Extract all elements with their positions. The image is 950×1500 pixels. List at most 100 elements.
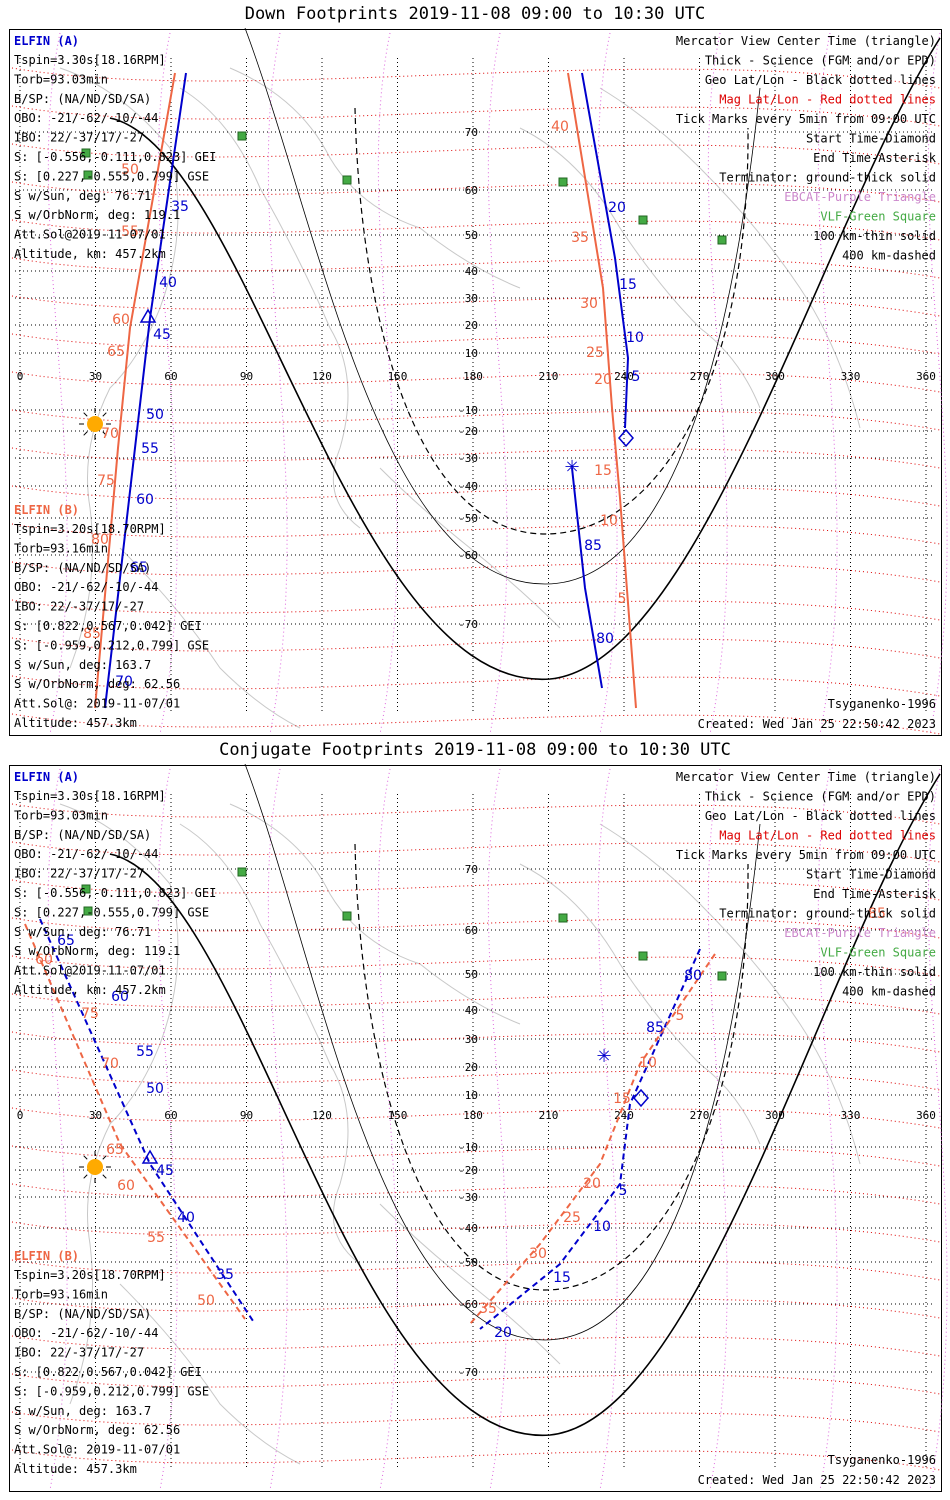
lat-tick-label: 30: [465, 1033, 478, 1046]
coastline-1: [179, 823, 361, 1265]
lat-tick-label: -30: [458, 452, 478, 465]
lon-tick-label: 30: [89, 1109, 102, 1122]
legend-line: Thick - Science (FGM and/or EPD): [705, 790, 936, 804]
coastline-5: [379, 467, 561, 629]
lat-tick-label: 20: [465, 319, 478, 332]
mag-parallel: [11, 803, 941, 825]
lat-tick-label: -60: [458, 549, 478, 562]
elfin-a-tick-mark-label: 70: [115, 674, 133, 690]
lat-tick-label: -50: [458, 1256, 478, 1269]
terminator-ground-line: [109, 37, 941, 680]
lon-tick-label: 300: [765, 370, 785, 383]
elfin-b-header: ELFIN (B): [14, 1249, 79, 1263]
vlf-green-square: [717, 235, 727, 245]
elfin-a-track-west: [104, 72, 187, 709]
elfin-a-info-line: S w/OrbNorm, deg: 119.1: [14, 944, 180, 958]
coastline-6: [119, 547, 301, 729]
elfin-b-info-line: OBO: -21/-62/-10/-44: [14, 1326, 159, 1340]
elfin-a-info-line: Tspin=3.30s[18.16RPM]: [14, 53, 166, 67]
elfin-b-tick-mark-label: 55: [121, 224, 139, 240]
elfin-a-track-south: [571, 467, 603, 689]
lat-tick-label: 20: [465, 1061, 478, 1074]
sun-ray: [83, 431, 88, 436]
sun-ray: [102, 1155, 107, 1160]
lat-tick-label: -20: [458, 425, 478, 438]
terminator-100km-line: [244, 28, 761, 585]
legend-line: Mag Lat/Lon - Red dotted lines: [719, 829, 936, 843]
vlf-green-square: [717, 971, 727, 981]
elfin-a-info-line: Att.Sol@2019-11-07/01: [14, 964, 166, 978]
legend-line: Mercator View Center Time (triangle): [676, 34, 936, 48]
lon-tick-label: 360: [916, 370, 936, 383]
sun-ray: [83, 1174, 88, 1179]
sun-ray: [102, 431, 107, 436]
elfin-a-info-line: S: [-0.556,-0.111,0.823] GEI: [14, 886, 216, 900]
elfin-b-tick-mark-label: 25: [586, 345, 604, 361]
elfin-a-track-east: [581, 72, 630, 429]
map-frame: [9, 765, 942, 1492]
elfin-b-info-line: OBO: -21/-62/-10/-44: [14, 580, 159, 594]
lon-tick-label: 0: [17, 1109, 24, 1122]
elfin-b-tick-mark-label: 60: [35, 952, 53, 968]
legend-line: VLF-Green Square: [820, 946, 936, 960]
elfin-b-info-line: S: [0.822,0.567,0.042] GEI: [14, 619, 202, 633]
elfin-a-info-line: S w/OrbNorm, deg: 119.1: [14, 208, 180, 222]
ebcat-meridian: [377, 32, 398, 735]
mag-parallel: [11, 1221, 941, 1243]
legend-line: Terminator: ground-thick solid: [719, 907, 936, 921]
ebcat-meridian: [817, 32, 838, 735]
legend-line: 100 km-thin solid: [813, 229, 936, 243]
vlf-green-square: [83, 906, 93, 916]
elfin-a-tick-mark-label: 10: [593, 1219, 611, 1235]
elfin-b-track-east: [567, 72, 637, 709]
elfin-b-info-line: S: [0.822,0.567,0.042] GEI: [14, 1365, 202, 1379]
elfin-a-info-line: B/SP: (NA/ND/SD/SA): [14, 828, 151, 842]
elfin-b-info-line: S w/OrbNorm, deg: 62.56: [14, 1423, 180, 1437]
legend-line: Geo Lat/Lon - Black dotted lines: [705, 809, 936, 823]
lat-tick-label: 40: [465, 1004, 478, 1017]
panel-1-title: Down Footprints 2019-11-08 09:00 to 10:3…: [244, 4, 706, 24]
lat-tick-label: -60: [458, 1298, 478, 1311]
lat-tick-label: -70: [458, 1366, 478, 1379]
elfin-b-tick-mark-label: 5: [618, 591, 627, 607]
elfin-a-conjugate-east: [479, 948, 701, 1330]
elfin-b-info-line: Att.Sol@: 2019-11-07/01: [14, 1443, 180, 1457]
lat-tick-label: 30: [465, 292, 478, 305]
legend-line: Start Time-Diamond: [806, 868, 936, 882]
start-time-diamond: [633, 1088, 649, 1108]
legend-line: End Time-Asterisk: [813, 887, 937, 901]
elfin-b-tick-mark-label: 25: [563, 1210, 581, 1226]
elfin-a-info-line: Tspin=3.30s[18.16RPM]: [14, 789, 166, 803]
lat-tick-label: 40: [465, 265, 478, 278]
mag-parallel: [11, 1259, 941, 1281]
mag-parallel: [11, 1373, 941, 1395]
legend-line: Tick Marks every 5min from 09:00 UTC: [676, 848, 936, 862]
legend-line: 100 km-thin solid: [813, 965, 936, 979]
mag-parallel: [11, 637, 941, 659]
elfin-a-info-line: IBO: 22/-37/17/-27: [14, 131, 144, 145]
elfin-a-info-line: S: [0.227,-0.555,0.799] GSE: [14, 905, 209, 919]
elfin-b-info-line: S w/Sun, deg: 163.7: [14, 1404, 151, 1418]
vlf-green-square: [237, 867, 247, 877]
elfin-b-tick-mark-label: 70: [101, 426, 119, 442]
elfin-b-info-line: Torb=93.16min: [14, 541, 108, 555]
elfin-a-info-line: OBO: -21/-62/-10/-44: [14, 111, 159, 125]
elfin-a-info-line: S: [0.227,-0.555,0.799] GSE: [14, 169, 209, 183]
elfin-a-info-line: S: [-0.556,-0.111,0.823] GEI: [14, 150, 216, 164]
legend-line: Mercator View Center Time (triangle): [676, 770, 936, 784]
elfin-b-conjugate-west: [24, 923, 246, 1320]
lon-tick-label: 180: [463, 370, 483, 383]
elfin-b-info-line: B/SP: (NA/ND/SD/SA): [14, 561, 151, 575]
sun-ray: [102, 412, 107, 417]
vlf-green-square: [81, 884, 91, 894]
sun-ray: [102, 1174, 107, 1179]
vlf-green-square: [558, 913, 568, 923]
coastline-3: [519, 863, 761, 1145]
mag-parallel: [11, 523, 941, 545]
mag-parallel: [11, 1449, 941, 1471]
lon-tick-label: 210: [539, 1109, 559, 1122]
mag-parallel: [11, 675, 941, 697]
mag-parallel: [11, 917, 941, 939]
elfin-b-conjugate-east: [469, 953, 716, 1325]
legend-line: VLF-Green Square: [820, 210, 936, 224]
